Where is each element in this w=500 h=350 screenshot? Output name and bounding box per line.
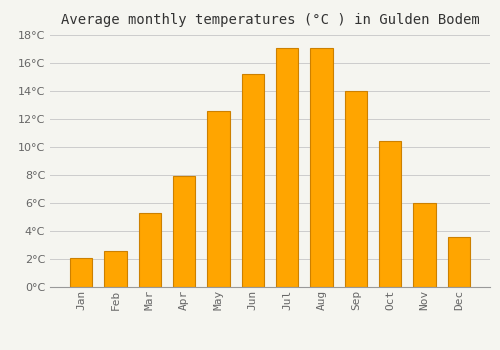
Bar: [344, 91, 367, 287]
Bar: [104, 251, 126, 287]
Bar: [276, 48, 298, 287]
Bar: [208, 111, 230, 287]
Bar: [70, 258, 92, 287]
Bar: [138, 213, 161, 287]
Bar: [414, 203, 436, 287]
Bar: [310, 48, 332, 287]
Bar: [379, 141, 402, 287]
Bar: [242, 74, 264, 287]
Title: Average monthly temperatures (°C ) in Gulden Bodem: Average monthly temperatures (°C ) in Gu…: [60, 13, 480, 27]
Bar: [448, 237, 470, 287]
Bar: [173, 176, 196, 287]
